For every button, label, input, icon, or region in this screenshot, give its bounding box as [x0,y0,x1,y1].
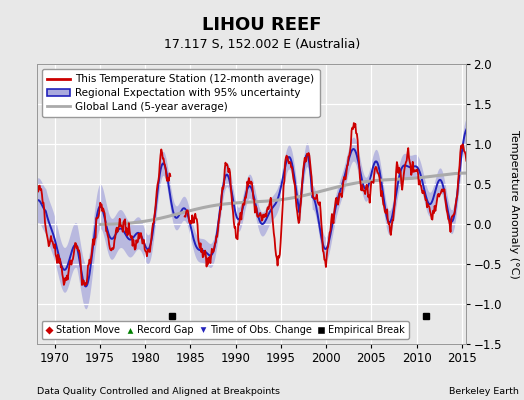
Text: Data Quality Controlled and Aligned at Breakpoints: Data Quality Controlled and Aligned at B… [37,387,280,396]
Legend: Station Move, Record Gap, Time of Obs. Change, Empirical Break: Station Move, Record Gap, Time of Obs. C… [41,321,409,339]
Text: Berkeley Earth: Berkeley Earth [449,387,519,396]
Text: LIHOU REEF: LIHOU REEF [202,16,322,34]
Y-axis label: Temperature Anomaly (°C): Temperature Anomaly (°C) [509,130,519,278]
Text: 17.117 S, 152.002 E (Australia): 17.117 S, 152.002 E (Australia) [164,38,360,51]
